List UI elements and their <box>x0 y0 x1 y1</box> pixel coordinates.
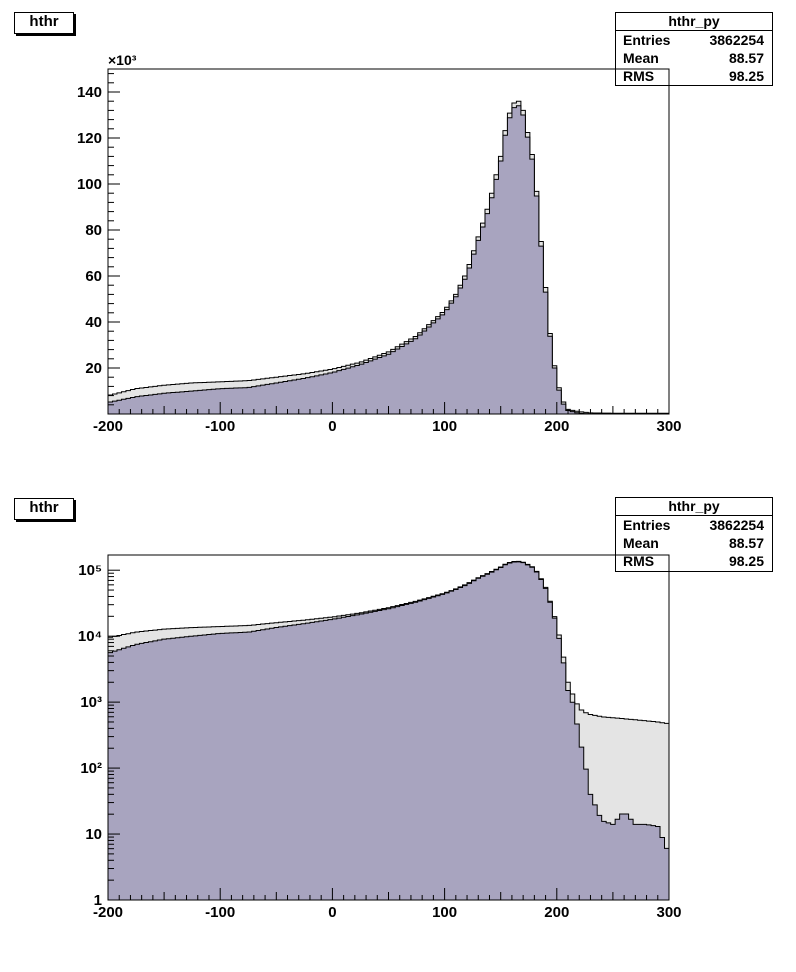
y-tick-label: 100 <box>77 176 102 193</box>
y-tick-label: 10 <box>85 826 102 843</box>
y-tick-label: 10² <box>80 760 102 777</box>
y-tick-label: 140 <box>77 84 102 101</box>
y-tick-label: 80 <box>85 222 102 239</box>
stats-header: hthr_py <box>616 498 772 516</box>
series-1-fill <box>108 561 669 900</box>
chart1-stats-box: hthr_py Entries 3862254 Mean 88.57 RMS 98.2… <box>615 12 773 86</box>
x-tick-label: 0 <box>328 904 336 921</box>
y-tick-label: 40 <box>85 314 102 331</box>
stats-row-rms: RMS 98.25 <box>623 553 764 569</box>
chart2-stats-box: hthr_py Entries 3862254 Mean 88.57 RMS 98.2… <box>615 497 773 572</box>
y-tick-label: 1 <box>94 892 102 909</box>
stats-row-entries: Entries 3862254 <box>623 517 764 533</box>
y-tick-label: 10³ <box>80 694 102 711</box>
x-tick-label: 100 <box>432 418 457 435</box>
x-tick-label: 300 <box>656 418 681 435</box>
chart1-title-box: hthr <box>14 12 74 34</box>
series-1-outline <box>108 561 669 849</box>
stats-row-rms: RMS 98.25 <box>623 68 764 84</box>
y-tick-label: 20 <box>85 360 102 377</box>
x-tick-label: -200 <box>93 904 123 921</box>
chart2-title: hthr <box>29 499 59 516</box>
series-1-fill <box>108 105 669 415</box>
x-tick-label: 0 <box>328 418 336 435</box>
series-0-outline <box>108 560 669 724</box>
x-tick-label: -100 <box>205 904 235 921</box>
y-multiplier-label: ×10³ <box>108 52 137 68</box>
x-tick-label: -200 <box>93 418 123 435</box>
x-tick-label: 200 <box>544 418 569 435</box>
x-tick-label: -100 <box>205 418 235 435</box>
stats-row-entries: Entries 3862254 <box>623 32 764 48</box>
chart-log: -200 -100 0 100 200 300 1 10 10² 10³ 10⁴ 10⁵ <box>78 554 682 921</box>
chart2-title-box: hthr <box>14 498 74 520</box>
chart1-title: hthr <box>29 13 59 30</box>
chart-linear: -200 -100 0 100 200 300 20 40 60 80 100 120 140 ×10³ <box>77 52 682 435</box>
y-tick-label: 10⁵ <box>78 562 102 579</box>
x-tick-label: 200 <box>544 904 569 921</box>
y-tick-label: 120 <box>77 130 102 147</box>
stats-row-mean: Mean 88.57 <box>623 50 764 66</box>
stats-header: hthr_py <box>616 13 772 31</box>
series-1-outline <box>108 105 669 415</box>
x-tick-label: 100 <box>432 904 457 921</box>
y-tick-label: 10⁴ <box>78 628 102 645</box>
y-tick-label: 60 <box>85 268 102 285</box>
stats-row-mean: Mean 88.57 <box>623 535 764 551</box>
x-tick-label: 300 <box>656 904 681 921</box>
